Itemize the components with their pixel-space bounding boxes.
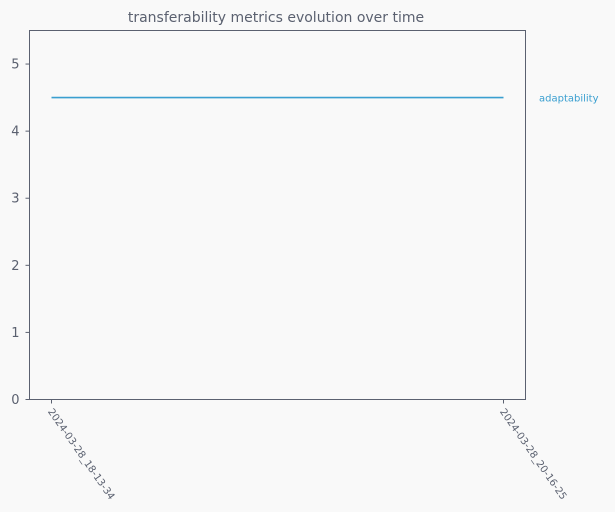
y-tick-label: 3 (11, 192, 19, 207)
x-tick-label: 2024-03-28_20-16-25 (497, 407, 568, 502)
x-tick-label: 2024-03-28_18-13-34 (45, 407, 116, 502)
series-label-adaptability: adaptability (539, 94, 599, 105)
y-tick-label: 1 (11, 326, 19, 341)
y-tick-label: 2 (11, 259, 19, 274)
y-tick-label: 4 (11, 125, 19, 140)
x-axis: 2024-03-28_18-13-34 2024-03-28_20-16-25 (45, 399, 568, 502)
y-tick-label: 0 (11, 393, 19, 408)
y-axis: 0 1 2 3 4 5 (11, 58, 30, 408)
chart-title: transferability metrics evolution over t… (128, 10, 424, 26)
plot-area (29, 30, 526, 400)
y-tick-label: 5 (11, 58, 19, 73)
series-group: adaptability (51, 94, 599, 105)
